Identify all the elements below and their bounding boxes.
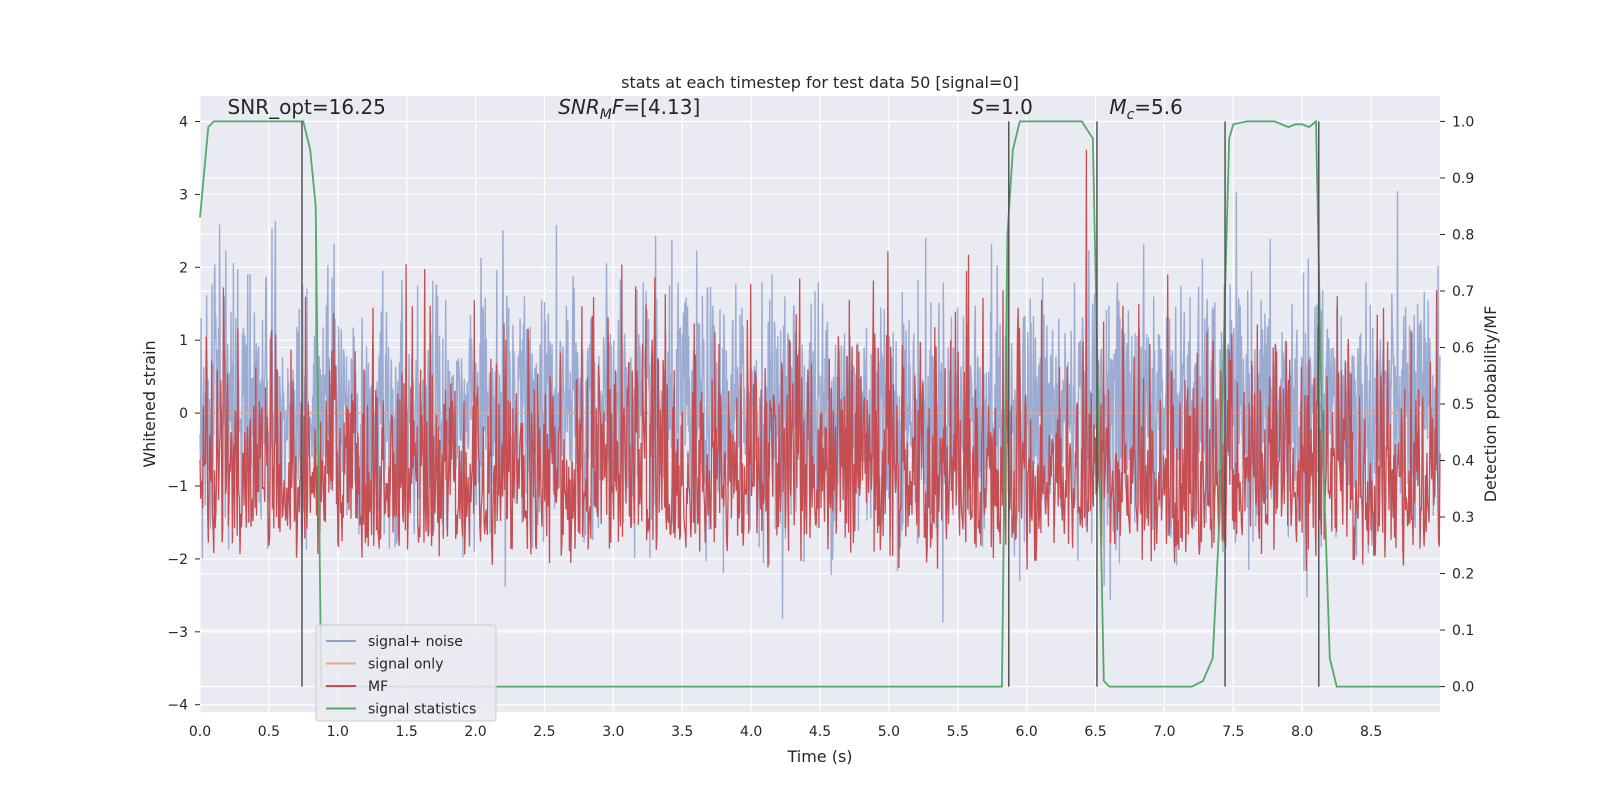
x-tick-label: 8.0 [1291,724,1313,740]
x-tick-label: 2.5 [533,724,555,740]
x-tick-label: 5.5 [947,724,969,740]
legend-label: signal+ noise [368,634,463,650]
vertical-markers [301,121,1320,687]
series-layer [199,119,1441,688]
annotations: SNR_opt=16.25 SNRMF=[4.13] S=1.0 Mc=5.6 [228,95,1183,123]
series-signal-statistics-line [199,119,1440,688]
legend-label: signal only [368,657,443,673]
y-tick-label-right: 0.9 [1452,171,1474,187]
annotation-2: SNRMF=[4.13] [558,95,700,123]
chart-title: stats at each timestep for test data 50 … [621,73,1019,92]
y-tick-label-right: 0.4 [1452,454,1474,470]
y-tick-label-left: 0 [179,406,188,422]
x-tick-label: 4.0 [740,724,762,740]
y-tick-label-right: 0.0 [1452,680,1474,696]
x-tick-label: 3.5 [671,724,693,740]
y-tick-label-right: 0.8 [1452,227,1474,243]
y-tick-label-left: −4 [167,698,188,714]
x-tick-label: 1.5 [396,724,418,740]
x-tick-label: 8.5 [1360,724,1382,740]
y-tick-label-left: −1 [167,479,188,495]
x-tick-label: 6.0 [1016,724,1038,740]
y-axis-label-right: Detection probability/MF [1481,306,1500,503]
y-tick-label-left: −2 [167,552,188,568]
x-tick-label: 2.0 [464,724,486,740]
legend-box [315,624,497,722]
y-tick-label-right: 0.1 [1452,623,1474,639]
x-axis-label: Time (s) [786,747,852,766]
x-tick-label: 0.5 [258,724,280,740]
ticks: 0.0 0.5 1.0 1.5 2.0 2.5 3.0 3.5 4.0 4.5 5.0 5.5 6.0 6… [167,114,1474,740]
y-tick-label-left: 2 [179,260,188,276]
legend: signal+ noise signal only MF signal statist… [315,624,497,722]
y-tick-label-right: 0.6 [1452,340,1474,356]
y-tick-label-left: 3 [179,187,188,203]
x-tick-label: 5.0 [878,724,900,740]
y-tick-label-right: 0.7 [1452,284,1474,300]
y-axis-label-left: Whitened strain [140,340,159,467]
legend-label: MF [368,679,388,695]
y-tick-label-right: 0.3 [1452,510,1474,526]
series-mf-line [199,149,1441,571]
x-tick-label: 7.5 [1222,724,1244,740]
x-tick-label: 7.0 [1153,724,1175,740]
x-tick-label: 4.5 [809,724,831,740]
y-tick-label-left: 4 [179,115,188,131]
annotation-1: SNR_opt=16.25 [228,95,386,119]
annotation-3: S=1.0 [972,95,1033,119]
x-tick-label: 6.5 [1084,724,1106,740]
y-tick-label-left: −3 [167,625,188,641]
y-tick-label-left: 1 [179,333,188,349]
legend-label: signal statistics [368,702,476,718]
y-tick-label-right: 0.5 [1452,397,1474,413]
annotation-4: Mc=5.6 [1109,95,1183,123]
x-tick-label: 3.0 [602,724,624,740]
y-tick-label-right: 0.2 [1452,567,1474,583]
x-tick-label: 0.0 [189,724,211,740]
y-tick-label-right: 1.0 [1452,114,1474,130]
x-tick-label: 1.0 [327,724,349,740]
